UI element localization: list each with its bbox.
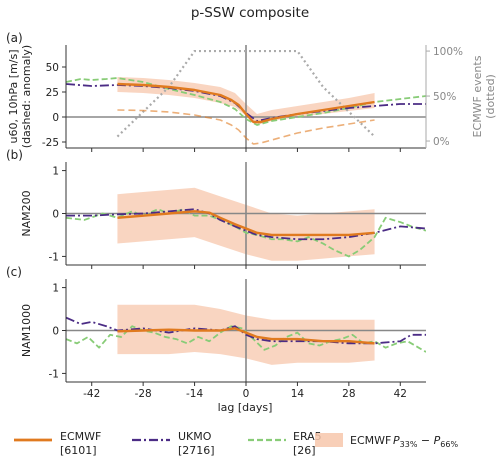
y-tick-label: 25 [46, 87, 59, 99]
y-tick-label: 0 [52, 326, 59, 338]
x-tick-label: 0 [243, 388, 250, 400]
plot-area-b [66, 162, 426, 265]
y-axis-label: u60, 10hPa [m/s] [7, 49, 20, 143]
legend-label-band-sub: P33% − P66% [393, 434, 458, 449]
x-axis-label: lag [days] [218, 401, 273, 414]
series-era5-a [66, 77, 426, 126]
y-tick-label: -1 [49, 251, 59, 263]
x-tick-label: -42 [83, 388, 100, 400]
series-ecmwf-a [117, 82, 375, 124]
series-ukmo-b [66, 208, 426, 241]
panel-c: -1 0 1 -42 -28 -14 0 14 28 42 (c) NAM1000 [6, 265, 426, 400]
y-axis-label: NAM1000 [20, 304, 33, 357]
legend-label-era5: ERA5 [293, 430, 322, 443]
y-tick-label: 1 [52, 166, 59, 178]
x-tick-label: 14 [291, 388, 305, 400]
x-tick-label: 42 [394, 388, 407, 400]
right-tick-label: 0% [433, 136, 450, 148]
legend-count-era5: [26] [293, 444, 316, 457]
panel-a: -25 0 25 50 (a) u60, 10hPa [m/s] (dashed: anom… [6, 31, 497, 152]
x-tick-label: 28 [342, 388, 355, 400]
series-ecmwf-c [117, 327, 375, 345]
y-tick-label: 0 [52, 209, 59, 221]
panel-label: (c) [6, 265, 22, 279]
panel-label: (a) [6, 31, 23, 45]
y-axis-label-sub: (dashed: anomaly) [20, 45, 33, 148]
right-tick-label: 100% [433, 46, 463, 58]
y-tick-label: 1 [52, 283, 59, 295]
legend-count-ecmwf: [6101] [60, 444, 97, 457]
y-tick-label: 50 [46, 62, 59, 74]
legend-label-band: ECMWF [350, 434, 391, 447]
y-tick-label: 0 [52, 112, 59, 124]
legend-count-ukmo: [2716] [178, 444, 215, 457]
series-ecmwf-b [117, 210, 375, 237]
right-axis-label: ECMWF events [471, 55, 484, 137]
y-tick-label: -1 [49, 368, 59, 380]
panel-label: (b) [6, 148, 23, 162]
x-tick-label: -28 [135, 388, 152, 400]
plot-area-c [66, 279, 426, 382]
chart-title: p-SSW composite [191, 5, 309, 21]
right-axis-label-sub: (dotted) [484, 74, 497, 119]
legend-label-ecmwf: ECMWF [60, 430, 101, 443]
x-tick-label: -14 [186, 388, 203, 400]
legend: ECMWF[6101]UKMO[2716]ERA5[26]ECMWF P33% … [14, 430, 458, 457]
legend-swatch-band [315, 433, 343, 447]
series-ecmwf-anom-a [117, 109, 375, 145]
panels: -25 0 25 50 (a) u60, 10hPa [m/s] (dashed: anom… [6, 31, 497, 400]
legend-label-ukmo: UKMO [178, 430, 212, 443]
panel-b: -1 0 1 (b) NAM200 [6, 148, 426, 269]
plot-area-a [66, 45, 426, 148]
y-tick-label: -25 [42, 137, 59, 149]
right-tick-label: 50% [433, 91, 456, 103]
y-axis-label: NAM200 [20, 190, 33, 236]
